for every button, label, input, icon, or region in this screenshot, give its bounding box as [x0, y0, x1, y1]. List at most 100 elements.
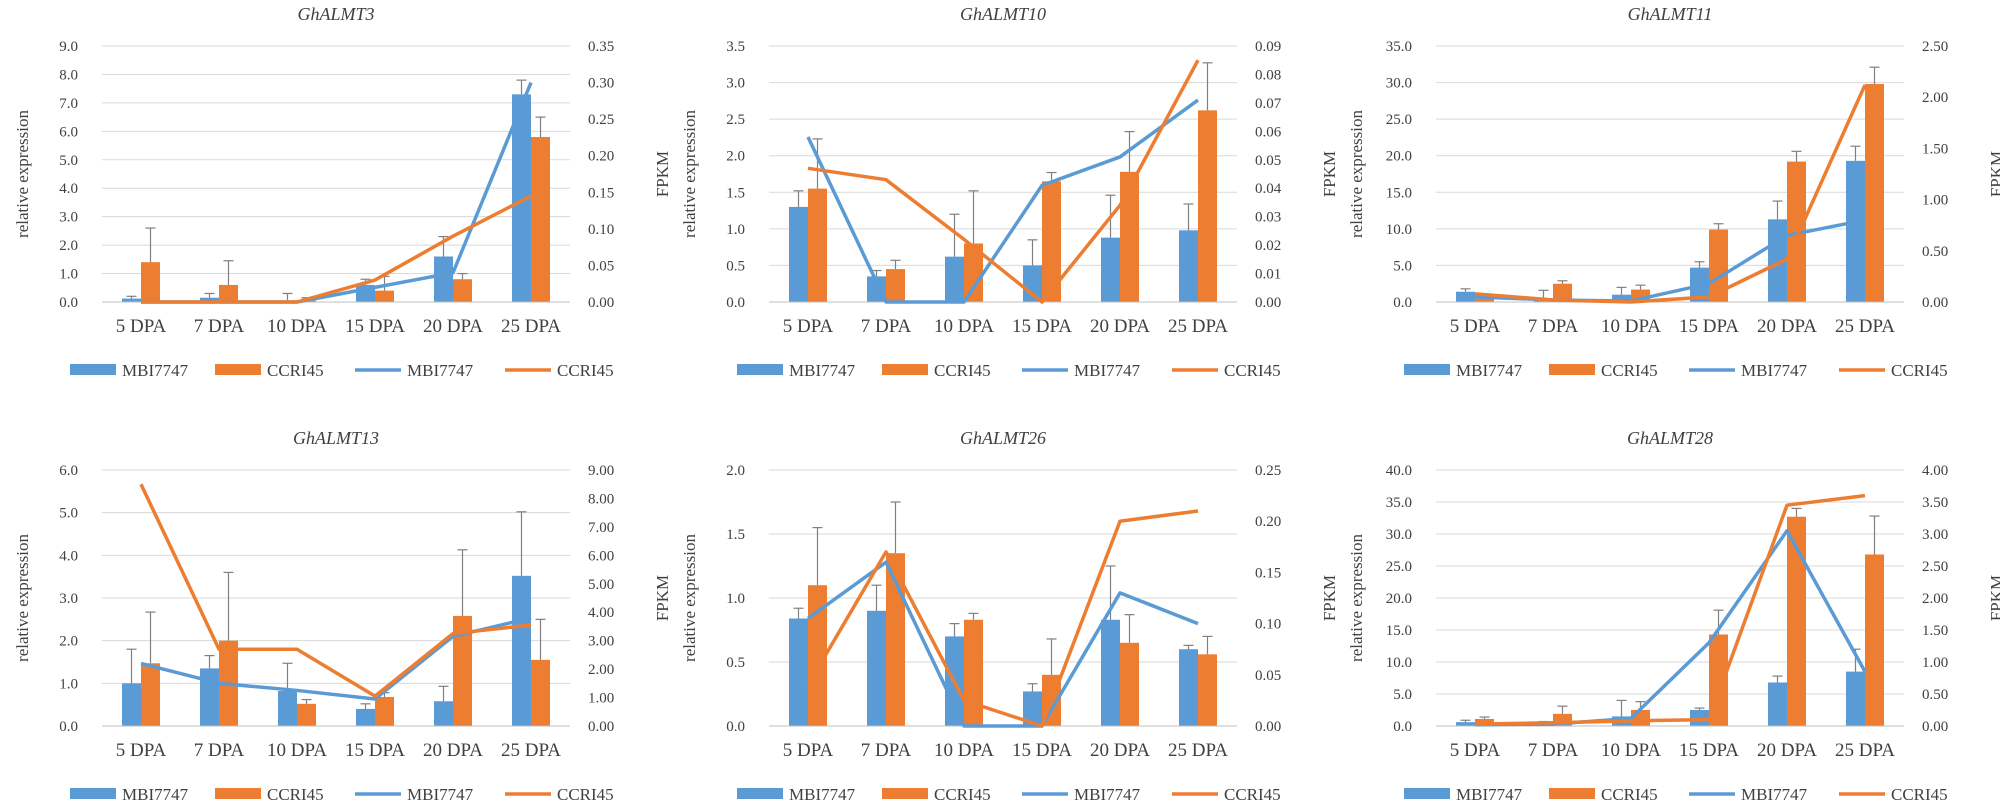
legend-label: CCRI45	[557, 361, 614, 380]
x-tick-label: 15 DPA	[345, 316, 405, 337]
y-tick-label: 20.0	[1386, 591, 1412, 607]
x-tick-label: 10 DPA	[267, 316, 327, 337]
chart-title: GhALMT26	[960, 428, 1046, 448]
y2-tick-label: 2.50	[1922, 559, 1948, 575]
bar-CCRI45	[1865, 554, 1884, 726]
y-axis-label: relative expression	[13, 534, 32, 662]
legend-label: MBI7747	[407, 785, 474, 804]
bar-CCRI45	[1865, 84, 1884, 302]
y-tick-label: 10.0	[1386, 655, 1412, 671]
bar-CCRI45	[375, 290, 394, 302]
legend-label: MBI7747	[1074, 361, 1141, 380]
x-tick-label: 20 DPA	[1757, 740, 1817, 761]
bar-CCRI45	[1198, 110, 1217, 302]
x-tick-label: 25 DPA	[1835, 316, 1895, 337]
y2-tick-label: 2.00	[588, 662, 614, 678]
y-tick-label: 1.0	[59, 267, 78, 283]
bar-CCRI45	[297, 703, 316, 726]
x-tick-label: 20 DPA	[423, 316, 483, 337]
bar-MBI7747	[1612, 294, 1631, 302]
y-tick-label: 1.0	[59, 676, 78, 692]
y2-tick-label: 0.09	[1255, 39, 1281, 55]
chart-title: GhALMT10	[960, 4, 1046, 24]
x-tick-label: 15 DPA	[345, 740, 405, 761]
y2-tick-label: 0.08	[1255, 67, 1281, 83]
y2-axis-label: FPKM	[1987, 151, 2000, 197]
y2-tick-label: 2.00	[1922, 90, 1948, 106]
y-tick-label: 35.0	[1386, 495, 1412, 511]
y-tick-label: 20.0	[1386, 149, 1412, 165]
y-tick-label: 6.0	[59, 463, 78, 479]
y2-tick-label: 0.30	[588, 76, 614, 92]
series-line-MBI7747	[1474, 529, 1867, 727]
bar-MBI7747	[122, 683, 141, 726]
x-tick-label: 7 DPA	[861, 740, 912, 761]
bar-CCRI45	[141, 262, 160, 302]
y-tick-label: 40.0	[1386, 463, 1412, 479]
x-tick-label: 20 DPA	[423, 740, 483, 761]
y2-tick-label: 3.00	[588, 634, 614, 650]
bar-MBI7747	[356, 708, 375, 726]
x-tick-label: 10 DPA	[267, 740, 327, 761]
y2-tick-label: 0.10	[588, 222, 614, 238]
legend-swatch-bar	[1404, 788, 1450, 799]
y-tick-label: 4.0	[59, 181, 78, 197]
y-tick-label: 15.0	[1386, 623, 1412, 639]
bar-CCRI45	[886, 553, 905, 726]
bar-CCRI45	[531, 137, 550, 302]
bar-MBI7747	[434, 701, 453, 726]
y-tick-label: 0.5	[726, 258, 745, 274]
bar-MBI7747	[867, 610, 886, 726]
y-axis-label: relative expression	[1347, 534, 1366, 662]
x-tick-label: 5 DPA	[1450, 316, 1501, 337]
y2-tick-label: 4.00	[588, 605, 614, 621]
y2-tick-label: 6.00	[588, 548, 614, 564]
legend-swatch-bar	[1549, 788, 1595, 799]
y2-tick-label: 0.20	[588, 149, 614, 165]
y2-tick-label: 0.25	[1255, 463, 1281, 479]
x-tick-label: 25 DPA	[501, 316, 561, 337]
y2-tick-label: 0.00	[1255, 719, 1281, 735]
y-tick-label: 25.0	[1386, 112, 1412, 128]
x-tick-label: 20 DPA	[1757, 316, 1817, 337]
y-tick-label: 0.0	[1393, 719, 1412, 735]
legend-swatch-bar	[70, 788, 116, 799]
y2-tick-label: 5.00	[588, 577, 614, 593]
legend-label: CCRI45	[1601, 785, 1658, 804]
x-tick-label: 25 DPA	[1168, 316, 1228, 337]
y2-tick-label: 0.50	[1922, 244, 1948, 260]
chart-GhALMT26: GhALMT26 0.0 0.5 1.0 1.5 2.0 0.00 0.05 0.10 0.15 0…	[680, 428, 1339, 804]
bar-CCRI45	[1042, 181, 1061, 302]
x-tick-label: 25 DPA	[501, 740, 561, 761]
y2-tick-label: 1.50	[1922, 623, 1948, 639]
bar-MBI7747	[1179, 230, 1198, 302]
y-tick-label: 25.0	[1386, 559, 1412, 575]
y-tick-label: 2.0	[59, 634, 78, 650]
chart-GhALMT28: GhALMT28 0.0 5.0 10.0 15.0 20.0 25.0 30.0 35.0 40…	[1347, 428, 2000, 804]
bar-CCRI45	[1631, 710, 1650, 726]
legend-label: MBI7747	[407, 361, 474, 380]
bar-MBI7747	[200, 668, 219, 726]
x-tick-label: 20 DPA	[1090, 740, 1150, 761]
legend-label: CCRI45	[1891, 361, 1948, 380]
y2-tick-label: 4.00	[1922, 463, 1948, 479]
y2-tick-label: 0.00	[1922, 295, 1948, 311]
legend-label: CCRI45	[1601, 361, 1658, 380]
y-axis-label: relative expression	[680, 110, 699, 238]
y-tick-label: 3.0	[59, 591, 78, 607]
y-tick-label: 0.0	[1393, 295, 1412, 311]
y-tick-label: 5.0	[1393, 687, 1412, 703]
bar-CCRI45	[531, 659, 550, 726]
legend-swatch-bar	[215, 364, 261, 375]
y2-tick-label: 0.50	[1922, 687, 1948, 703]
legend-swatch-bar	[882, 364, 928, 375]
y2-axis-label: FPKM	[1320, 575, 1339, 621]
y2-tick-label: 7.00	[588, 520, 614, 536]
y-axis-label: relative expression	[1347, 110, 1366, 238]
bar-MBI7747	[1690, 710, 1709, 726]
legend-swatch-bar	[737, 788, 783, 799]
y-tick-label: 1.5	[726, 527, 745, 543]
bar-CCRI45	[1120, 642, 1139, 726]
x-tick-label: 25 DPA	[1168, 740, 1228, 761]
y2-tick-label: 0.10	[1255, 617, 1281, 633]
